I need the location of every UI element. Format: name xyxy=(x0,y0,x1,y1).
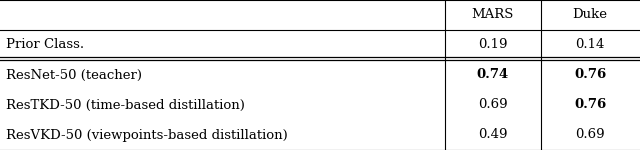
Text: ResNet-50 (teacher): ResNet-50 (teacher) xyxy=(6,69,143,81)
Text: 0.49: 0.49 xyxy=(478,129,508,141)
Text: 0.76: 0.76 xyxy=(574,69,606,81)
Text: 0.69: 0.69 xyxy=(478,99,508,111)
Text: 0.76: 0.76 xyxy=(574,99,606,111)
Text: ResVKD-50 (viewpoints-based distillation): ResVKD-50 (viewpoints-based distillation… xyxy=(6,129,288,141)
Text: ResTKD-50 (time-based distillation): ResTKD-50 (time-based distillation) xyxy=(6,99,245,111)
Text: 0.14: 0.14 xyxy=(575,39,605,51)
Text: MARS: MARS xyxy=(472,9,514,21)
Text: 0.69: 0.69 xyxy=(575,129,605,141)
Text: Prior Class.: Prior Class. xyxy=(6,39,84,51)
Text: Duke: Duke xyxy=(573,9,607,21)
Text: 0.74: 0.74 xyxy=(477,69,509,81)
Text: 0.19: 0.19 xyxy=(478,39,508,51)
